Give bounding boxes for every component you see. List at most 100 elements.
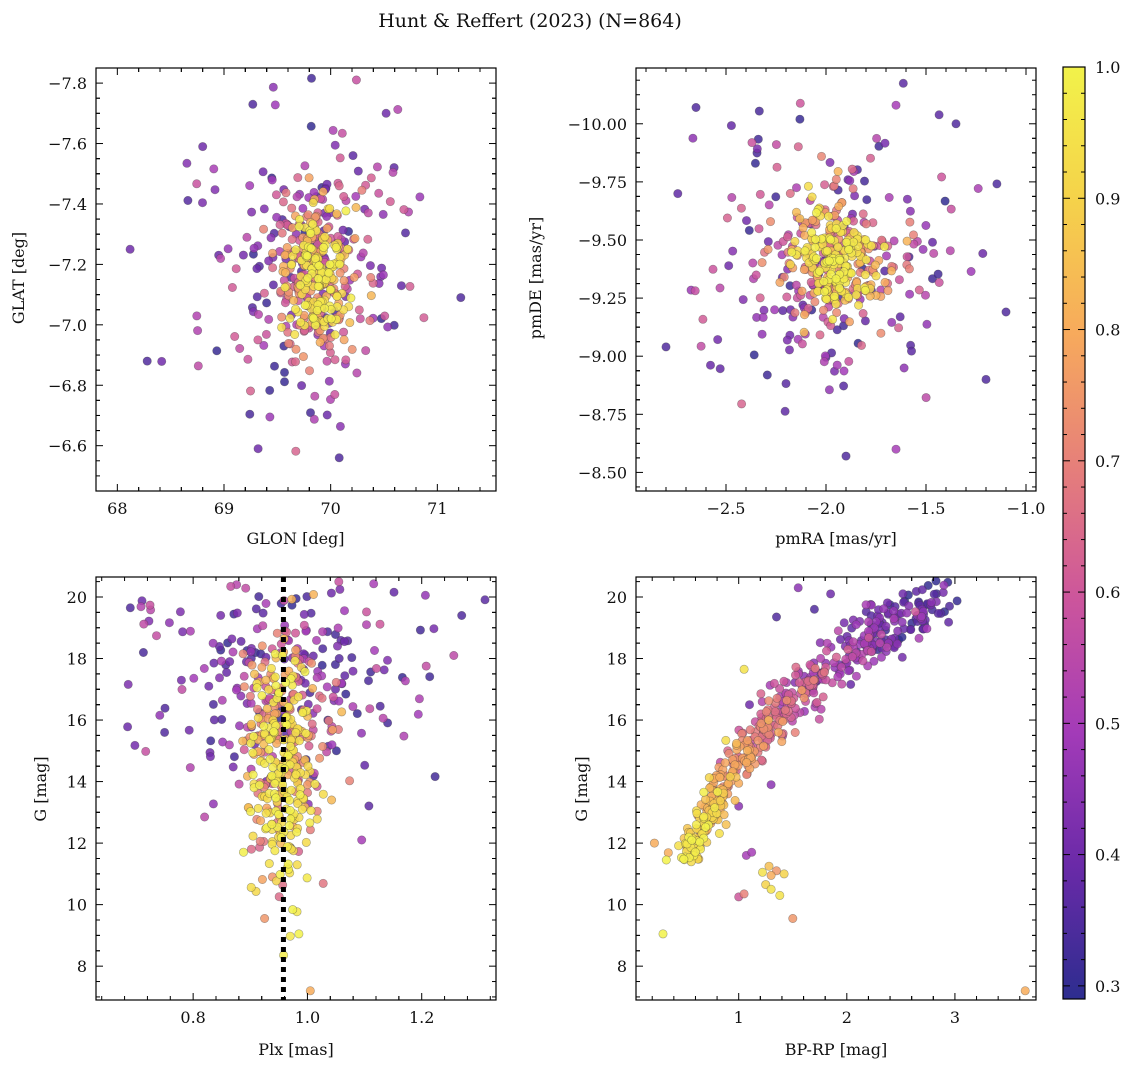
data-point xyxy=(754,224,764,234)
data-point xyxy=(335,268,345,278)
data-point xyxy=(865,153,875,163)
data-point xyxy=(182,158,192,168)
x-tick-label: 1.0 xyxy=(295,1008,320,1027)
data-point xyxy=(849,228,859,238)
data-point xyxy=(1020,986,1030,996)
data-point xyxy=(833,242,843,252)
x-axis-label: Plx [mas] xyxy=(258,1040,333,1059)
data-point xyxy=(841,451,851,461)
data-point xyxy=(389,587,399,597)
data-point xyxy=(259,204,269,214)
data-point xyxy=(352,709,362,719)
data-point xyxy=(779,676,789,686)
data-point xyxy=(270,672,280,682)
data-point xyxy=(248,831,258,841)
data-point xyxy=(268,82,278,92)
data-point xyxy=(265,754,275,764)
data-point xyxy=(905,289,915,299)
data-point xyxy=(160,727,170,737)
data-point xyxy=(292,860,302,870)
data-point xyxy=(300,667,310,677)
data-point xyxy=(780,705,790,715)
data-point xyxy=(791,662,801,672)
data-point xyxy=(790,308,800,318)
data-point xyxy=(649,838,659,848)
data-point xyxy=(405,281,415,291)
data-point xyxy=(754,106,764,116)
data-point xyxy=(861,219,871,229)
data-point xyxy=(246,807,256,817)
data-point xyxy=(130,740,140,750)
data-point xyxy=(253,444,263,454)
data-point xyxy=(189,673,199,683)
data-point xyxy=(324,716,334,726)
data-point xyxy=(764,861,774,871)
data-point xyxy=(927,274,937,284)
data-point xyxy=(335,153,345,163)
data-point xyxy=(291,770,301,780)
data-point xyxy=(291,728,301,738)
data-point xyxy=(254,592,264,602)
data-point xyxy=(318,878,328,888)
data-point xyxy=(358,248,368,258)
data-point xyxy=(289,295,299,305)
data-point xyxy=(933,608,943,618)
data-point xyxy=(820,180,830,190)
y-tick-label: −9.75 xyxy=(578,173,627,192)
data-point xyxy=(304,173,314,183)
data-point xyxy=(318,627,328,637)
data-point xyxy=(334,653,344,663)
data-point xyxy=(249,243,259,253)
data-point xyxy=(327,740,337,750)
data-point xyxy=(331,242,341,252)
data-point xyxy=(238,736,248,746)
data-point xyxy=(312,673,322,683)
data-point xyxy=(361,607,371,617)
data-point xyxy=(363,234,373,244)
data-point xyxy=(690,847,700,857)
x-tick-label: 69 xyxy=(214,499,234,518)
data-point xyxy=(862,195,872,205)
data-point xyxy=(889,606,899,616)
data-point xyxy=(858,656,868,666)
data-point xyxy=(775,277,785,287)
y-axis-label: G [mag] xyxy=(572,756,591,821)
data-point xyxy=(858,308,868,318)
data-point xyxy=(810,663,820,673)
data-point xyxy=(291,245,301,255)
colorbar-gradient xyxy=(1062,66,1086,1000)
data-point xyxy=(305,818,315,828)
data-point xyxy=(235,343,245,353)
data-point xyxy=(480,595,490,605)
data-point xyxy=(277,228,287,238)
data-point xyxy=(939,580,949,590)
data-point xyxy=(317,693,327,703)
data-point xyxy=(341,206,351,216)
data-point xyxy=(790,237,800,247)
data-point xyxy=(305,986,315,996)
data-point xyxy=(946,204,956,214)
data-point xyxy=(298,707,308,717)
data-point xyxy=(178,627,188,637)
data-point xyxy=(945,246,955,256)
data-point xyxy=(809,675,819,685)
data-point xyxy=(123,722,133,732)
data-point xyxy=(898,78,908,88)
data-point xyxy=(866,647,876,657)
y-tick-label: 20 xyxy=(607,588,627,607)
x-axis-label: GLON [deg] xyxy=(246,529,344,548)
data-point xyxy=(265,385,275,395)
data-point xyxy=(906,346,916,356)
data-point xyxy=(739,664,749,674)
data-point xyxy=(209,715,219,725)
data-point xyxy=(766,870,776,880)
data-point xyxy=(265,412,275,422)
data-point xyxy=(926,597,936,607)
data-point xyxy=(832,360,842,370)
data-point xyxy=(883,286,893,296)
data-point xyxy=(791,280,801,290)
data-point xyxy=(245,691,255,701)
y-tick-label: 14 xyxy=(67,773,87,792)
data-point xyxy=(727,193,737,203)
data-point xyxy=(673,189,683,199)
